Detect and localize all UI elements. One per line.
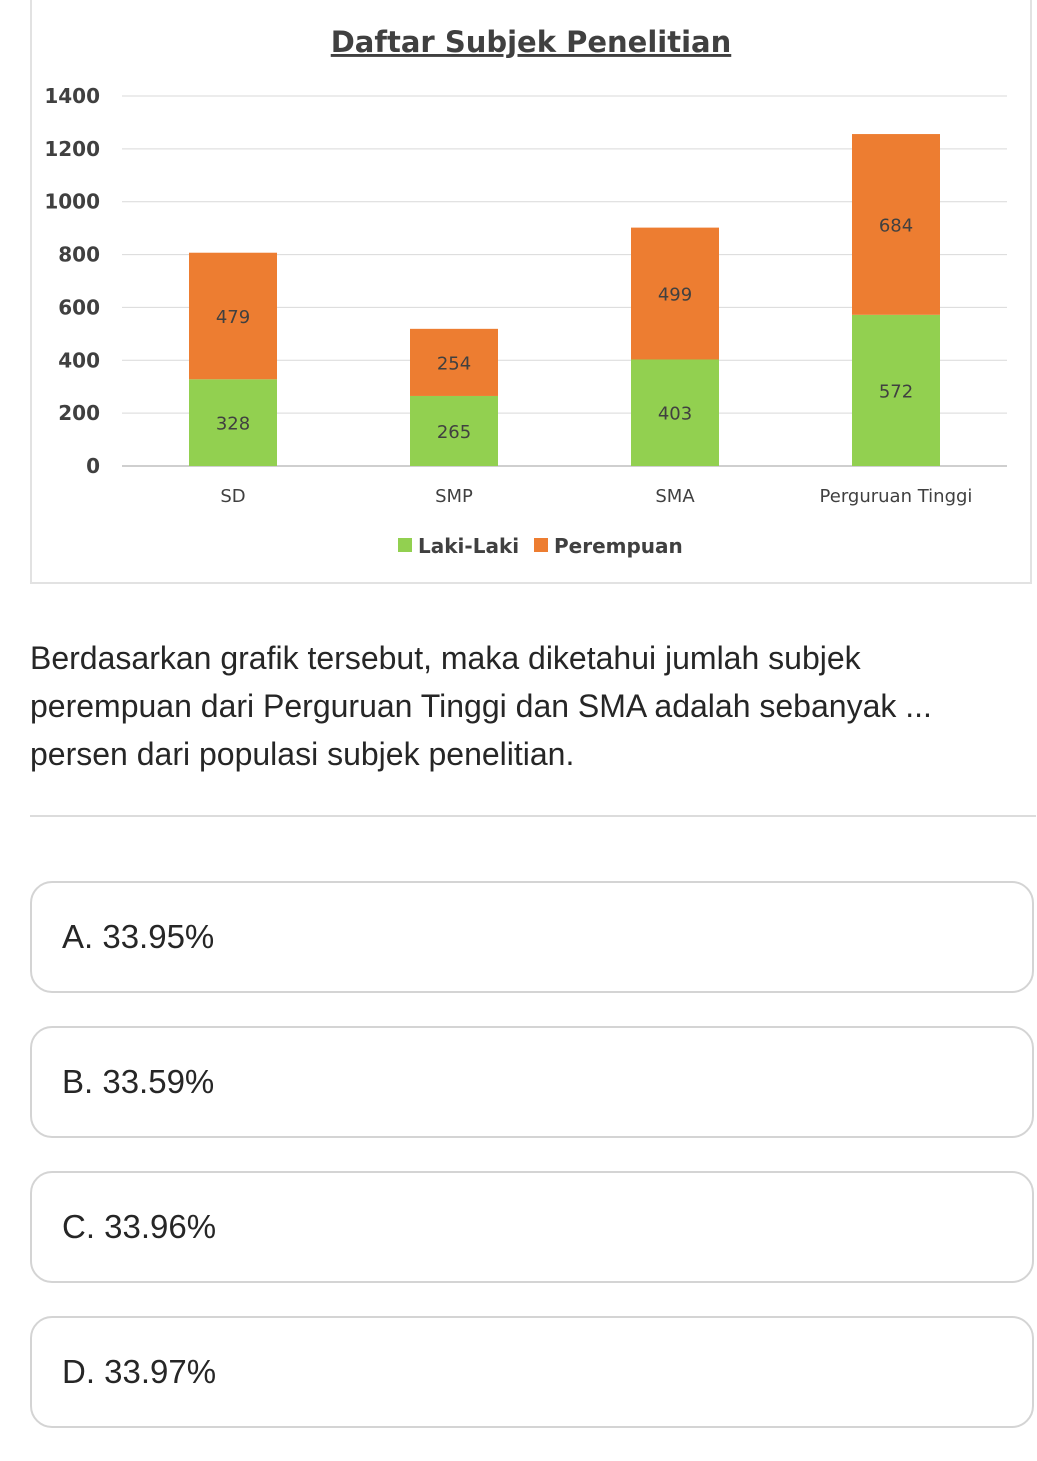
- option-c[interactable]: C. 33.96%: [30, 1171, 1034, 1283]
- y-tick-label: 400: [58, 348, 100, 372]
- x-tick-label: Perguruan Tinggi: [820, 486, 973, 507]
- y-axis-ticks: 0 200 400 600 800 1000 1200 1400: [44, 84, 100, 478]
- x-tick-label: SD: [220, 486, 245, 507]
- question-text: Berdasarkan grafik tersebut, maka diketa…: [30, 640, 932, 772]
- bar-perempuan: [631, 227, 719, 360]
- option-d[interactable]: D. 33.97%: [30, 1316, 1034, 1428]
- data-label: 265: [437, 422, 471, 443]
- y-tick-label: 1000: [44, 190, 100, 214]
- option-b[interactable]: B. 33.59%: [30, 1026, 1034, 1138]
- y-tick-label: 800: [58, 243, 100, 267]
- bar-laki-laki: [852, 314, 940, 466]
- chart-data-labels: 328 479 265 254 403 499 572 684: [216, 215, 913, 443]
- option-a[interactable]: A. 33.95%: [30, 881, 1034, 993]
- data-label: 403: [658, 404, 692, 425]
- y-tick-label: 0: [86, 454, 100, 478]
- bar-laki-laki: [631, 359, 719, 466]
- data-label: 572: [879, 381, 913, 402]
- chart-card: 0 200 400 600 800 1000 1200 1400 328 479 265 254 40…: [30, 0, 1032, 584]
- y-tick-label: 200: [58, 401, 100, 425]
- x-axis-ticks: SD SMP SMA Perguruan Tinggi: [220, 486, 972, 507]
- answer-options: A. 33.95% B. 33.59% C. 33.96% D. 33.97%: [30, 881, 1034, 1461]
- bar-perempuan: [410, 328, 498, 396]
- chart-bars: [189, 134, 940, 466]
- divider: [30, 815, 1036, 817]
- x-tick-label: SMP: [435, 486, 473, 507]
- legend-label: Laki-Laki: [418, 534, 519, 558]
- y-tick-label: 600: [58, 295, 100, 319]
- data-label: 254: [437, 353, 471, 374]
- data-label: 328: [216, 414, 250, 435]
- legend-label: Perempuan: [554, 534, 683, 558]
- data-label: 684: [879, 215, 913, 236]
- data-label: 479: [216, 307, 250, 328]
- bar-laki-laki: [189, 379, 277, 466]
- legend-swatch: [534, 538, 548, 552]
- data-label: 499: [658, 285, 692, 306]
- bar-perempuan: [852, 134, 940, 315]
- bar-laki-laki: [410, 395, 498, 466]
- stacked-bar-chart: 0 200 400 600 800 1000 1200 1400 328 479 265 254 40…: [44, 25, 1007, 558]
- x-tick-label: SMA: [655, 486, 695, 507]
- y-tick-label: 1400: [44, 84, 100, 108]
- legend-swatch: [398, 538, 412, 552]
- bar-perempuan: [189, 252, 277, 380]
- chart-legend: Laki-Laki Perempuan: [398, 534, 683, 558]
- chart-title: Daftar Subjek Penelitian: [331, 25, 732, 59]
- y-tick-label: 1200: [44, 137, 100, 161]
